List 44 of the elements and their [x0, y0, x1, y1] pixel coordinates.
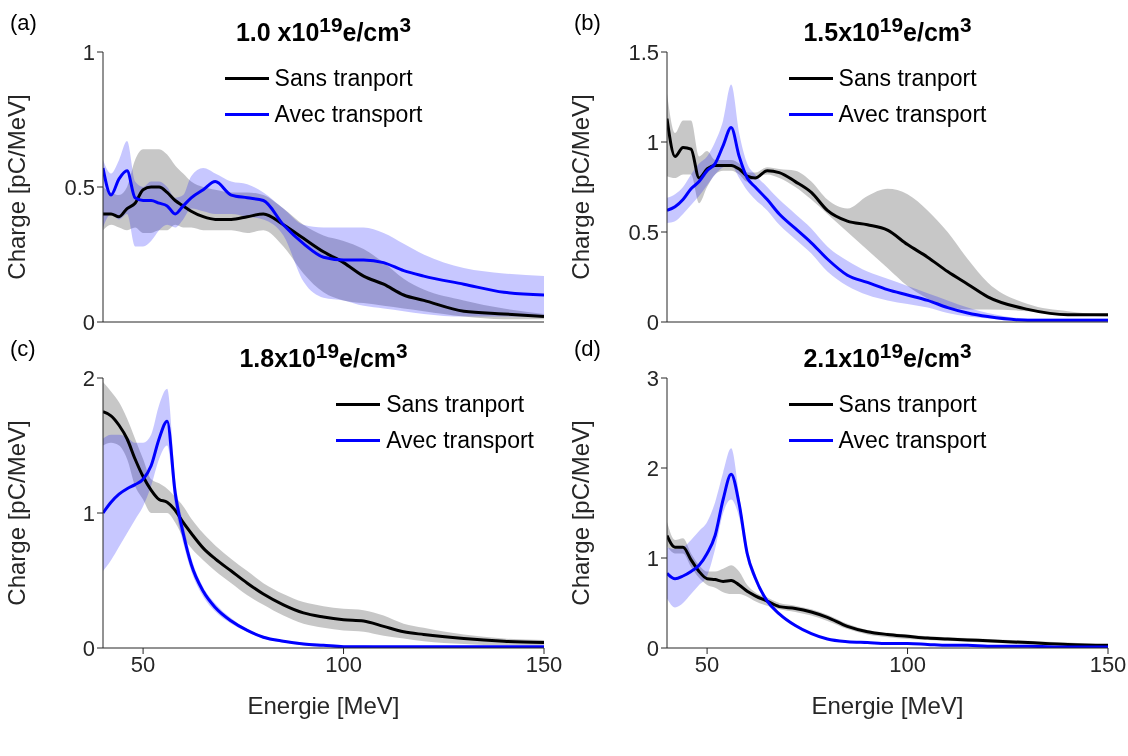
y-tick-label: 0 — [82, 635, 95, 661]
text: (b) — [574, 10, 601, 36]
x-axis-title: Energie [MeV] — [247, 692, 400, 719]
text: (d) — [574, 336, 601, 362]
legend-label: Avec transport — [386, 426, 534, 455]
y-tick-label: 0.5 — [628, 219, 659, 245]
x-tick-label: 150 — [1089, 651, 1127, 677]
y-tick-label: 2 — [646, 455, 659, 481]
y-tick-label: 1 — [646, 545, 659, 571]
y-tick-label: 1 — [82, 39, 95, 65]
x-tick-label: 50 — [694, 651, 720, 677]
line-series — [103, 166, 544, 297]
chart-title: 1.0 x10$^{19}$e/cm$^{3}$ — [235, 13, 412, 47]
y-axis-title: Charge [pC/MeV] — [566, 420, 594, 606]
legend-label: Sans tranport — [386, 390, 525, 419]
y-tick-label: 0.5 — [64, 174, 95, 200]
y-tick-label: 3 — [646, 365, 659, 391]
y-axis-title: Charge [pC/MeV] — [2, 420, 30, 606]
y-axis-title: Charge [pC/MeV] — [2, 94, 30, 280]
chart-title: 1.8x10$^{19}$e/cm$^{3}$ — [239, 339, 408, 373]
line-series — [103, 185, 544, 319]
y-tick-label: 1.5 — [628, 39, 659, 65]
legend-label: Avec transport — [838, 426, 987, 455]
y-tick-label: 2 — [82, 365, 95, 391]
x-axis-title: Energie [MeV] — [811, 692, 964, 719]
x-tick-label: 50 — [130, 651, 156, 677]
legend-label: Sans tranport — [274, 64, 413, 93]
y-axis-title: Charge [pC/MeV] — [566, 94, 594, 280]
y-tick-label: 1 — [646, 129, 659, 155]
legend-label: Avec transport — [274, 100, 423, 129]
x-tick-label: 100 — [889, 651, 926, 677]
text: (a) — [10, 10, 37, 36]
y-tick-label: 0 — [646, 309, 659, 335]
legend-label: Sans tranport — [838, 390, 977, 419]
text: (c) — [10, 336, 36, 362]
y-tick-label: 1 — [82, 500, 95, 526]
legend-label: Sans tranport — [838, 64, 977, 93]
x-tick-label: 100 — [325, 651, 362, 677]
x-tick-label: 150 — [525, 651, 563, 677]
chart-title: 1.5x10$^{19}$e/cm$^{3}$ — [803, 13, 972, 47]
y-tick-label: 0 — [82, 309, 95, 335]
y-tick-label: 0 — [646, 635, 659, 661]
chart-title: 2.1x10$^{19}$e/cm$^{3}$ — [803, 339, 972, 373]
legend-label: Avec transport — [838, 100, 987, 129]
